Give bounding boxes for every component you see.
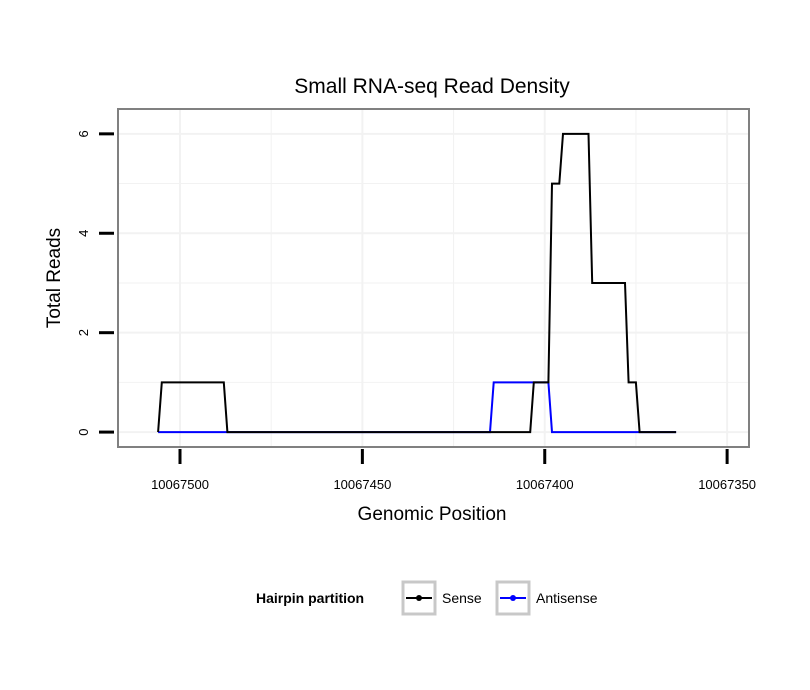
- series-layer: [157, 132, 677, 434]
- x-tick-label-3: 10067350: [698, 477, 756, 492]
- series-line-antisense: [158, 381, 677, 434]
- legend: Hairpin partition Sense Antisense: [256, 580, 598, 616]
- x-tick-label-1: 10067450: [333, 477, 391, 492]
- y-axis: 0 2 4 6: [76, 130, 114, 436]
- x-tick-label-0: 10067500: [151, 477, 209, 492]
- y-tick-label-0: 0: [76, 428, 91, 435]
- legend-title: Hairpin partition: [256, 590, 364, 606]
- y-tick-label-3: 6: [76, 130, 91, 137]
- series-line-sense: [157, 132, 677, 434]
- legend-item-antisense: Antisense: [495, 580, 598, 616]
- legend-point-sense: [416, 595, 422, 601]
- legend-point-antisense: [510, 595, 516, 601]
- plot-border: [117, 108, 750, 448]
- chart-title: Small RNA-seq Read Density: [294, 75, 570, 98]
- x-axis-title: Genomic Position: [358, 504, 507, 525]
- x-axis: 10067500 10067450 10067400 10067350: [151, 449, 756, 492]
- plot-panel: [118, 109, 749, 447]
- y-tick-label-2: 4: [76, 230, 91, 237]
- x-tick-label-2: 10067400: [516, 477, 574, 492]
- legend-label-antisense: Antisense: [536, 590, 598, 606]
- legend-label-sense: Sense: [442, 590, 482, 606]
- legend-item-sense: Sense: [401, 580, 482, 616]
- y-axis-title: Total Reads: [44, 228, 65, 328]
- y-tick-label-1: 2: [76, 329, 91, 336]
